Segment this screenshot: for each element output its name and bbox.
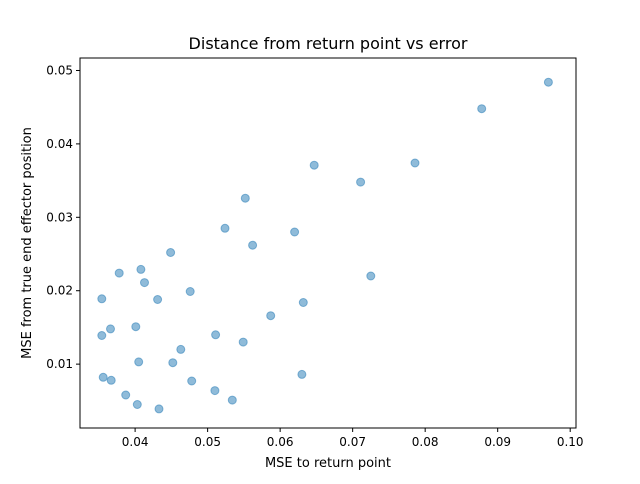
scatter-point-27 [98, 372, 108, 382]
y-tick-label-2: 0.03 [46, 210, 73, 224]
x-tick-label-0: 0.04 [122, 435, 149, 449]
scatter-point-14 [97, 294, 107, 304]
scatter-point-23 [238, 337, 248, 347]
y-axis-ticks: 0.01 0.02 0.03 0.04 0.05 [46, 63, 80, 371]
scatter-point-35 [154, 404, 164, 414]
scatter-point-8 [290, 227, 300, 237]
scatter-point-34 [132, 400, 142, 409]
y-tick-label-4: 0.05 [46, 63, 73, 77]
scatter-point-21 [97, 331, 107, 340]
scatter-point-32 [121, 390, 131, 400]
x-axis-ticks: 0.04 0.05 0.06 0.07 0.08 0.09 0.10 [122, 428, 584, 449]
x-tick-label-2: 0.06 [267, 435, 294, 449]
scatter-point-12 [140, 278, 149, 288]
x-tick-label-3: 0.07 [339, 435, 366, 449]
scatter-point-3 [410, 158, 420, 168]
x-tick-label-6: 0.10 [557, 435, 584, 449]
scatter-point-31 [210, 386, 220, 396]
scatter-point-25 [134, 357, 144, 367]
scatter-point-26 [168, 358, 178, 368]
scatter-point-4 [356, 177, 366, 187]
scatter-point-0 [543, 77, 553, 87]
scatter-point-2 [309, 160, 319, 170]
scatter-point-18 [266, 311, 276, 321]
scatter-point-10 [114, 268, 124, 278]
scatter-point-11 [136, 264, 146, 274]
scatter-point-7 [248, 240, 258, 250]
scatter-point-5 [240, 193, 250, 203]
plot-frame [79, 57, 577, 429]
scatter-point-28 [106, 375, 116, 385]
scatter-point-16 [185, 287, 195, 296]
scatter-point-9 [166, 248, 176, 257]
scatter-point-33 [227, 395, 237, 405]
points-layer [97, 77, 553, 414]
scatter-point-22 [211, 330, 221, 340]
y-tick-label-1: 0.02 [46, 284, 73, 298]
scatter-point-13 [366, 271, 376, 281]
scatter-point-17 [298, 298, 308, 307]
chart-title: Distance from return point vs error [189, 34, 468, 53]
y-axis-label: MSE from true end effector position [20, 127, 35, 359]
scatter-point-29 [297, 369, 307, 379]
x-tick-label-4: 0.08 [412, 435, 439, 449]
scatter-point-30 [187, 376, 197, 386]
y-tick-label-0: 0.01 [46, 357, 73, 371]
x-tick-label-5: 0.09 [484, 435, 511, 449]
scatter-point-20 [131, 322, 141, 332]
y-tick-label-3: 0.04 [46, 137, 73, 151]
x-tick-label-1: 0.05 [194, 435, 221, 449]
scatter-point-24 [176, 344, 186, 354]
scatter-point-15 [153, 295, 163, 304]
scatter-point-1 [477, 104, 487, 114]
x-axis-label: MSE to return point [265, 456, 391, 471]
scatter-point-6 [220, 223, 230, 233]
scatter-point-19 [106, 324, 115, 334]
